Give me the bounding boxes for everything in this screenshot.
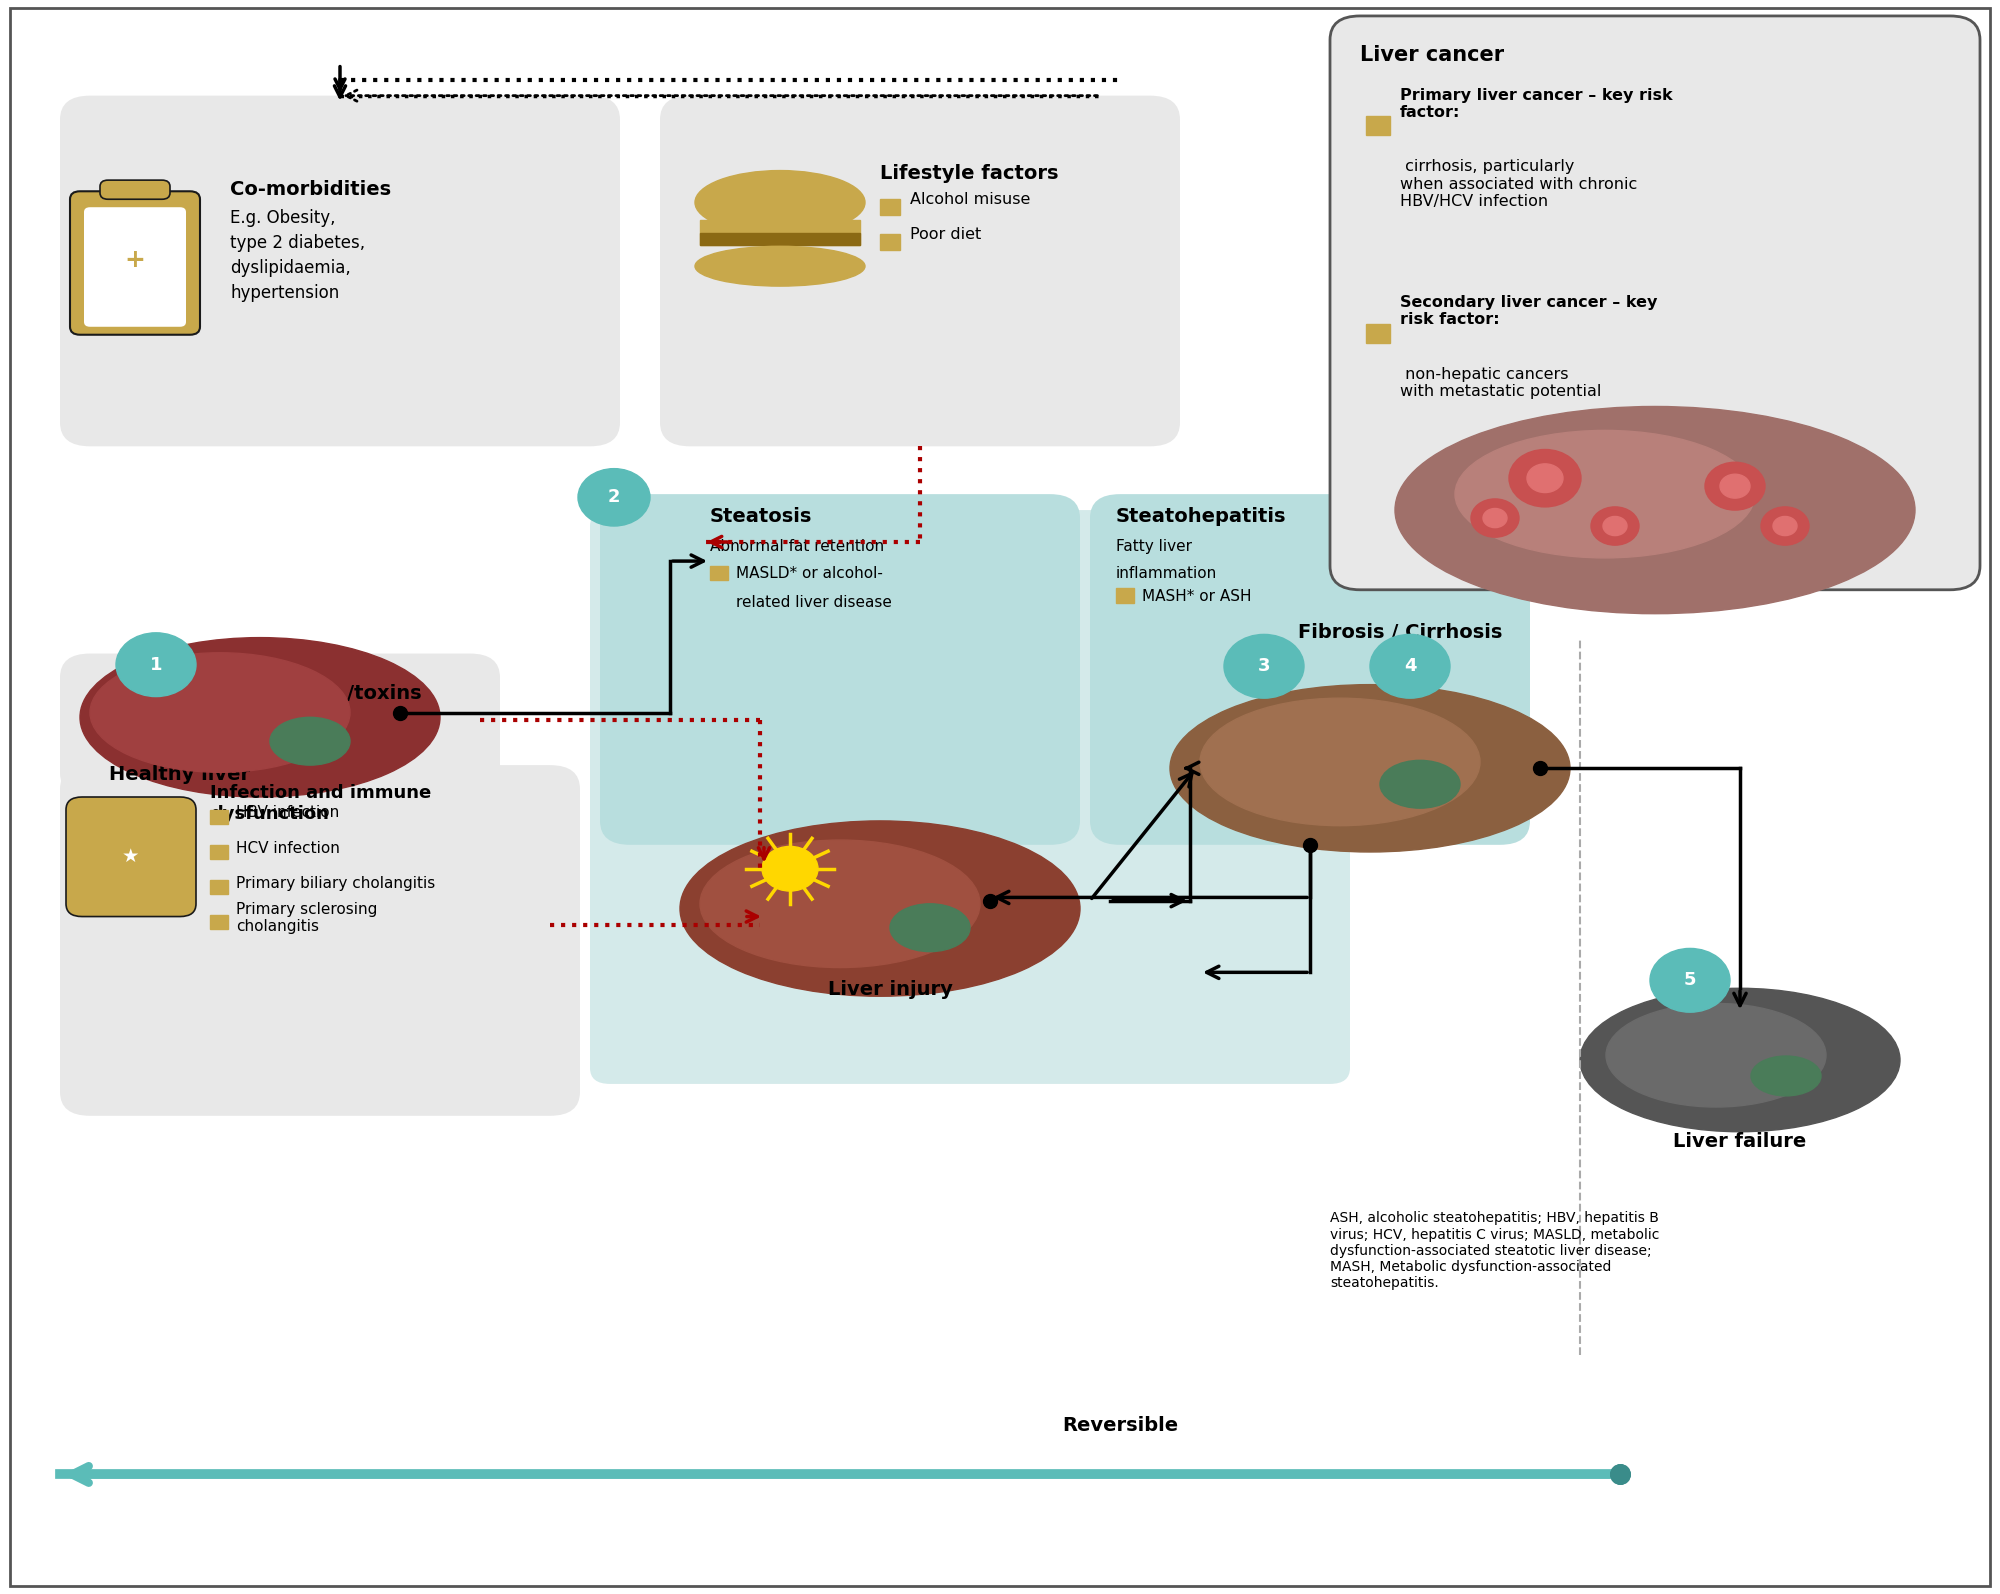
Ellipse shape xyxy=(890,904,970,952)
Circle shape xyxy=(1370,634,1450,698)
Ellipse shape xyxy=(82,681,150,735)
Text: Abnormal fat retention: Abnormal fat retention xyxy=(710,539,884,553)
Ellipse shape xyxy=(1752,1057,1820,1097)
Circle shape xyxy=(1472,499,1520,537)
Bar xyxy=(880,199,900,215)
Ellipse shape xyxy=(696,247,864,287)
Text: Primary biliary cholangitis: Primary biliary cholangitis xyxy=(236,875,436,891)
Text: Alcohol misuse: Alcohol misuse xyxy=(910,191,1030,207)
Text: Liver failure: Liver failure xyxy=(1674,1132,1806,1151)
Text: Lifestyle factors: Lifestyle factors xyxy=(880,164,1058,183)
Ellipse shape xyxy=(1606,1004,1826,1106)
Ellipse shape xyxy=(1380,760,1460,808)
Text: Steatohepatitis: Steatohepatitis xyxy=(1116,507,1286,526)
FancyBboxPatch shape xyxy=(600,494,1080,845)
Ellipse shape xyxy=(92,689,140,727)
Circle shape xyxy=(578,469,650,526)
FancyBboxPatch shape xyxy=(70,191,200,335)
Text: inflammation: inflammation xyxy=(1116,566,1218,580)
FancyBboxPatch shape xyxy=(1330,16,1980,590)
Ellipse shape xyxy=(1456,430,1756,558)
Bar xyxy=(1116,588,1134,603)
Circle shape xyxy=(1720,475,1750,497)
Text: Primary liver cancer – key risk
factor:: Primary liver cancer – key risk factor: xyxy=(1400,88,1672,120)
Text: Co-morbidities: Co-morbidities xyxy=(230,180,392,199)
FancyBboxPatch shape xyxy=(84,207,186,327)
Bar xyxy=(210,810,228,824)
FancyBboxPatch shape xyxy=(1090,494,1530,845)
Circle shape xyxy=(1224,634,1304,698)
FancyBboxPatch shape xyxy=(660,96,1180,446)
Text: Fibrosis / Cirrhosis: Fibrosis / Cirrhosis xyxy=(1298,623,1502,642)
Bar xyxy=(710,566,728,580)
FancyBboxPatch shape xyxy=(60,654,500,797)
Circle shape xyxy=(1650,948,1730,1012)
Text: 5: 5 xyxy=(1684,971,1696,990)
Circle shape xyxy=(762,846,818,891)
Bar xyxy=(700,233,860,245)
Text: HCV infection: HCV infection xyxy=(236,840,340,856)
FancyBboxPatch shape xyxy=(60,96,620,446)
Text: Steatosis: Steatosis xyxy=(710,507,812,526)
Bar xyxy=(1366,116,1390,135)
Bar xyxy=(210,915,228,929)
Bar xyxy=(880,234,900,250)
Circle shape xyxy=(1762,507,1810,545)
Text: 1: 1 xyxy=(150,655,162,674)
Text: related liver disease: related liver disease xyxy=(736,595,892,611)
Circle shape xyxy=(1604,516,1628,536)
Circle shape xyxy=(116,633,196,697)
Text: HBV infection: HBV infection xyxy=(236,805,340,821)
Text: Fatty liver: Fatty liver xyxy=(1116,539,1192,553)
Text: MASLD* or alcohol-: MASLD* or alcohol- xyxy=(736,566,882,582)
Ellipse shape xyxy=(696,171,864,234)
Bar xyxy=(700,220,860,245)
FancyBboxPatch shape xyxy=(66,797,196,917)
Ellipse shape xyxy=(1396,406,1916,614)
Text: Healthy liver: Healthy liver xyxy=(110,765,250,784)
Ellipse shape xyxy=(1200,698,1480,826)
Ellipse shape xyxy=(90,654,350,771)
FancyBboxPatch shape xyxy=(590,510,1350,1084)
FancyBboxPatch shape xyxy=(100,180,170,199)
Text: non-hepatic cancers
with metastatic potential: non-hepatic cancers with metastatic pote… xyxy=(1400,367,1602,398)
Circle shape xyxy=(1528,464,1564,493)
Text: 4: 4 xyxy=(1404,657,1416,676)
Ellipse shape xyxy=(680,821,1080,996)
Ellipse shape xyxy=(1580,988,1900,1132)
Bar xyxy=(210,880,228,894)
Circle shape xyxy=(1484,508,1508,528)
Text: Liver cancer: Liver cancer xyxy=(1360,45,1504,65)
Text: E.g. Obesity,
type 2 diabetes,
dyslipidaemia,
hypertension: E.g. Obesity, type 2 diabetes, dyslipida… xyxy=(230,209,366,301)
Ellipse shape xyxy=(700,840,980,968)
Text: Secondary liver cancer – key
risk factor:: Secondary liver cancer – key risk factor… xyxy=(1400,295,1658,327)
Text: +: + xyxy=(124,247,146,273)
Text: Reversible: Reversible xyxy=(1062,1415,1178,1435)
Text: Primary sclerosing
cholangitis: Primary sclerosing cholangitis xyxy=(236,902,378,934)
FancyBboxPatch shape xyxy=(60,765,580,1116)
Circle shape xyxy=(1774,516,1798,536)
Ellipse shape xyxy=(80,638,440,797)
Text: 3: 3 xyxy=(1258,657,1270,676)
Bar xyxy=(1366,324,1390,343)
Text: Infection and immune
dysfunction: Infection and immune dysfunction xyxy=(210,784,432,823)
Ellipse shape xyxy=(270,717,350,765)
Text: Poor diet: Poor diet xyxy=(910,226,982,242)
Circle shape xyxy=(1510,450,1580,507)
Text: Liver injury: Liver injury xyxy=(828,980,952,999)
Circle shape xyxy=(1592,507,1640,545)
Ellipse shape xyxy=(1170,685,1570,851)
Circle shape xyxy=(1704,462,1766,510)
Text: 2: 2 xyxy=(608,488,620,507)
Text: Medicines /toxins: Medicines /toxins xyxy=(230,684,422,703)
Text: cirrhosis, particularly
when associated with chronic
HBV/HCV infection: cirrhosis, particularly when associated … xyxy=(1400,159,1638,209)
Text: ASH, alcoholic steatohepatitis; HBV, hepatitis B
virus; HCV, hepatitis C virus; : ASH, alcoholic steatohepatitis; HBV, hep… xyxy=(1330,1211,1660,1290)
Text: MASH* or ASH: MASH* or ASH xyxy=(1142,588,1252,604)
Text: ★: ★ xyxy=(122,846,138,866)
Bar xyxy=(210,845,228,859)
